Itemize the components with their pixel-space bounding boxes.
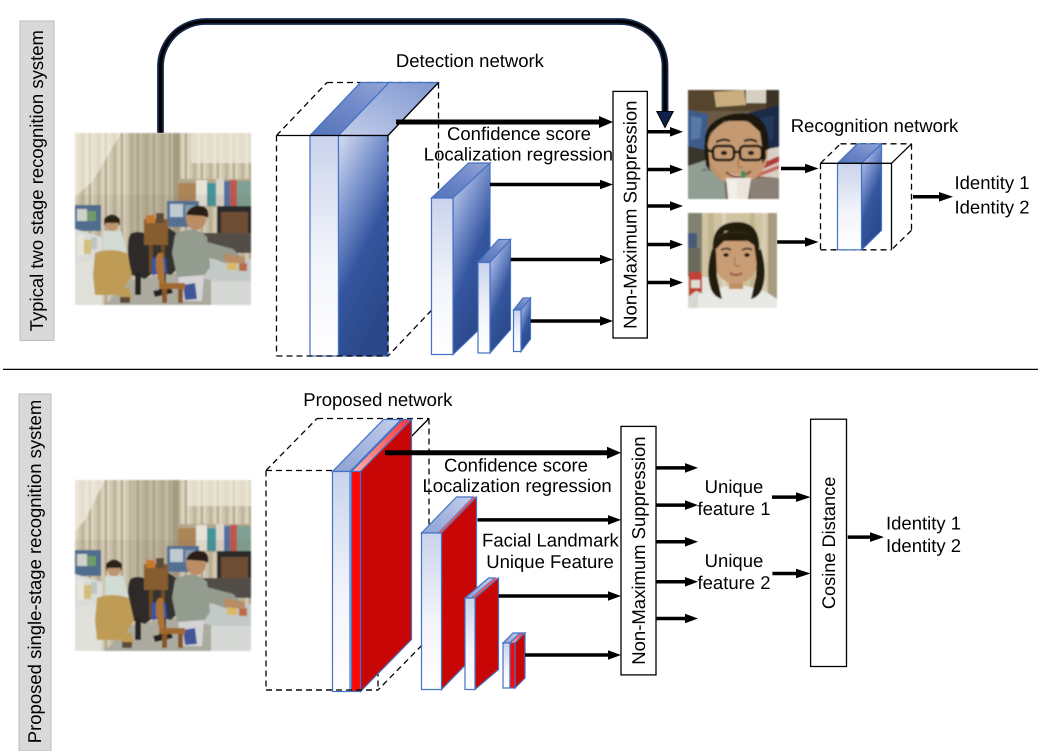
svg-text:Non-Maximum Suppression: Non-Maximum Suppression — [620, 101, 641, 329]
svg-text:Cosine Distance: Cosine Distance — [819, 477, 839, 609]
svg-text:Non-Maximum Suppression: Non-Maximum Suppression — [628, 436, 649, 664]
svg-text:Localization regression: Localization regression — [422, 475, 611, 496]
svg-text:Proposed single-stage recognit: Proposed single-stage recognition system — [24, 400, 45, 743]
svg-text:Identity 2: Identity 2 — [955, 197, 1030, 218]
svg-text:Confidence score: Confidence score — [444, 455, 588, 476]
svg-text:Unique: Unique — [705, 550, 764, 571]
svg-text:Detection network: Detection network — [396, 50, 545, 71]
svg-text:Localization regression: Localization regression — [424, 144, 613, 165]
svg-text:Identity 2: Identity 2 — [886, 535, 961, 556]
svg-text:Proposed network: Proposed network — [303, 389, 453, 410]
svg-text:Unique Feature: Unique Feature — [486, 551, 614, 572]
svg-text:feature 2: feature 2 — [697, 572, 770, 593]
svg-text:Facial Landmark: Facial Landmark — [482, 530, 620, 551]
svg-text:Identity 1: Identity 1 — [955, 172, 1030, 193]
svg-text:Unique: Unique — [705, 476, 764, 497]
svg-text:Identity 1: Identity 1 — [886, 513, 961, 534]
svg-text:Confidence score: Confidence score — [447, 123, 591, 144]
svg-text:Typical two stage recognition: Typical two stage recognition system — [26, 30, 47, 331]
svg-text:Recognition network: Recognition network — [791, 115, 959, 136]
svg-text:feature 1: feature 1 — [697, 498, 770, 519]
